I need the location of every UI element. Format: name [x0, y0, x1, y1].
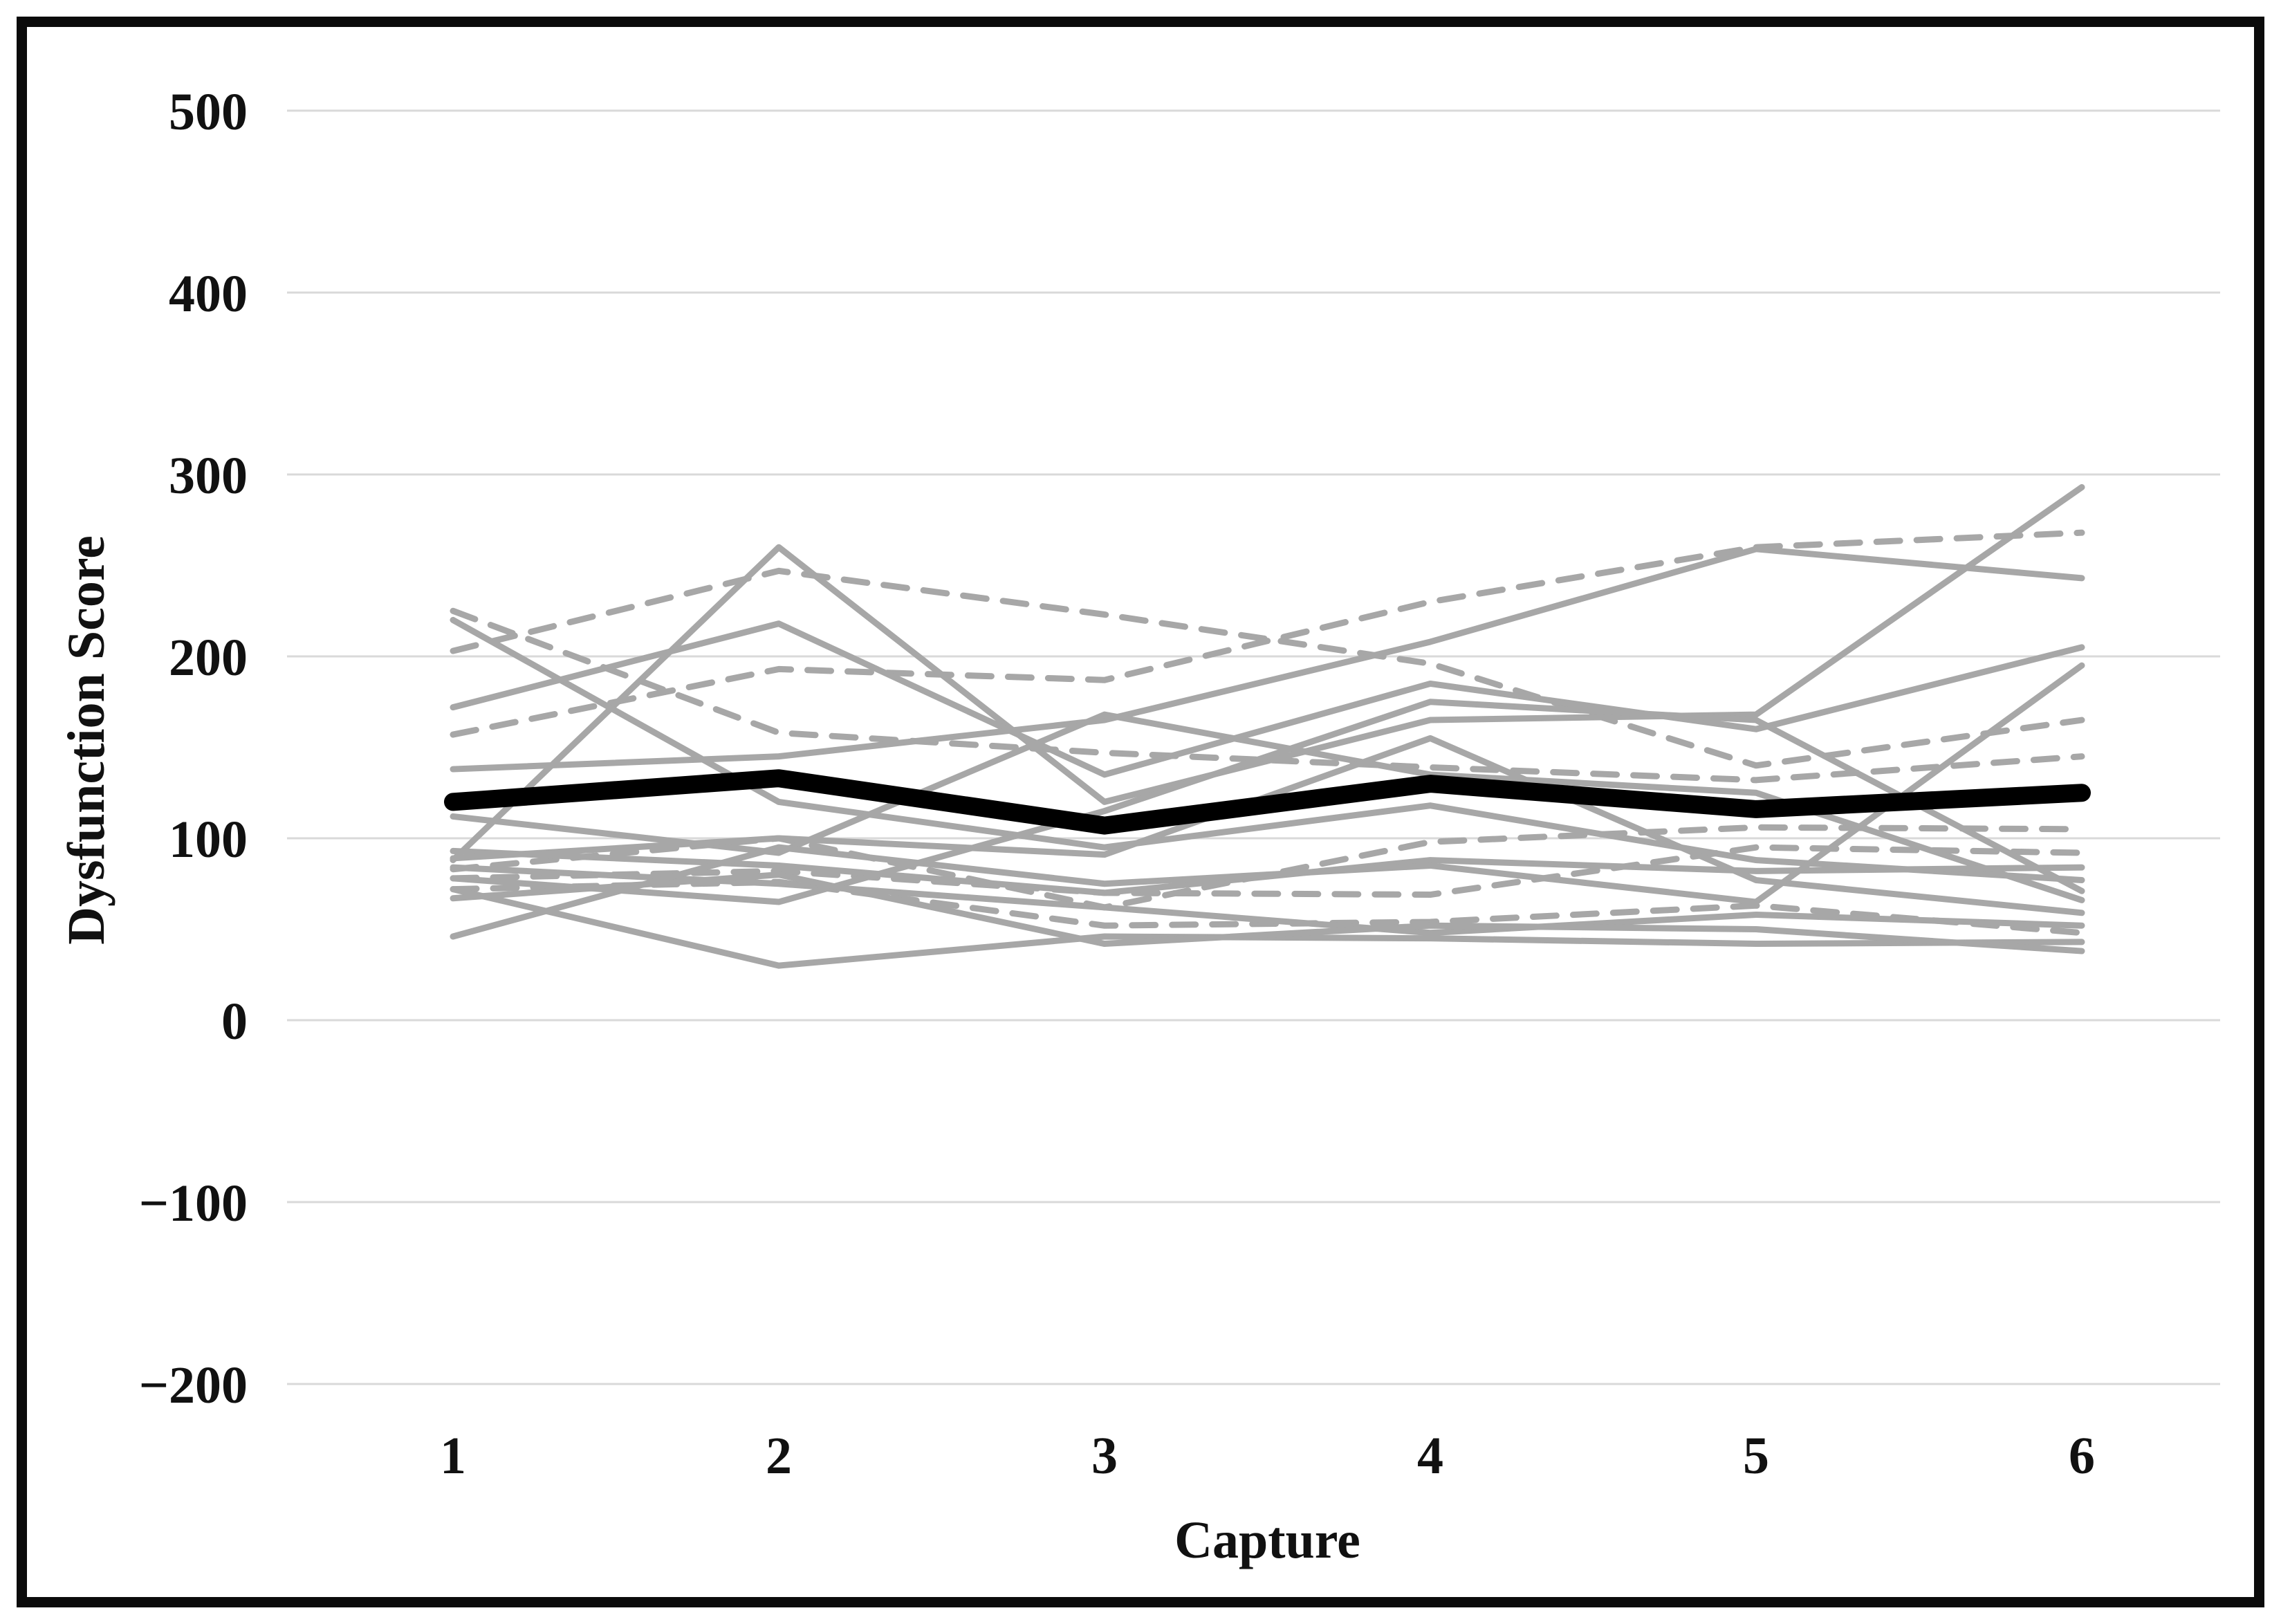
y-tick-label-100: 100 — [169, 811, 248, 869]
series-line-participant-dashed-2 — [450, 567, 2085, 769]
x-tick-label-1: 1 — [440, 1427, 466, 1485]
y-tick-label--100: −100 — [139, 1174, 248, 1233]
dysfunction-score-line-chart: 500 400 300 200 100 0 −100 −200 1 2 3 4 5 6 Capture Dys… — [57, 83, 2220, 1569]
series-line-participant-solid-12 — [450, 662, 2085, 940]
y-tick-label--200: −200 — [139, 1356, 248, 1414]
series-line-participant-dashed-1 — [450, 529, 2085, 738]
y-axis-title: Dysfunction Score — [57, 535, 116, 945]
chart-frame: 500 400 300 200 100 0 −100 −200 1 2 3 4 5 6 Capture Dys… — [17, 17, 2264, 1607]
x-tick-label-2: 2 — [766, 1427, 792, 1485]
series-line-participant-solid-11 — [450, 871, 2085, 954]
x-axis-title: Capture — [1174, 1511, 1360, 1569]
series-line-participant-solid-1 — [450, 483, 2085, 864]
series-line-participant-solid-4 — [450, 546, 2085, 773]
series-line-participant-dashed-6 — [450, 878, 2085, 936]
x-tick-label-6: 6 — [2069, 1427, 2095, 1485]
series-line-participant-solid-10 — [450, 886, 2085, 969]
x-tick-label-4: 4 — [1417, 1427, 1443, 1485]
series-line-mean — [444, 769, 2091, 835]
y-tick-label-300: 300 — [169, 447, 248, 505]
y-tick-label-500: 500 — [169, 83, 248, 141]
series-line-participant-dashed-5 — [450, 844, 2085, 898]
y-tick-label-0: 0 — [221, 993, 248, 1051]
series-line-participant-solid-3 — [450, 620, 2085, 778]
series-line-participant-dashed-3 — [450, 607, 2085, 784]
y-tick-label-400: 400 — [169, 265, 248, 323]
y-tick-label-200: 200 — [169, 629, 248, 687]
series-line-participant-solid-9 — [450, 699, 2085, 905]
x-tick-label-3: 3 — [1091, 1427, 1118, 1485]
x-tick-label-5: 5 — [1743, 1427, 1769, 1485]
